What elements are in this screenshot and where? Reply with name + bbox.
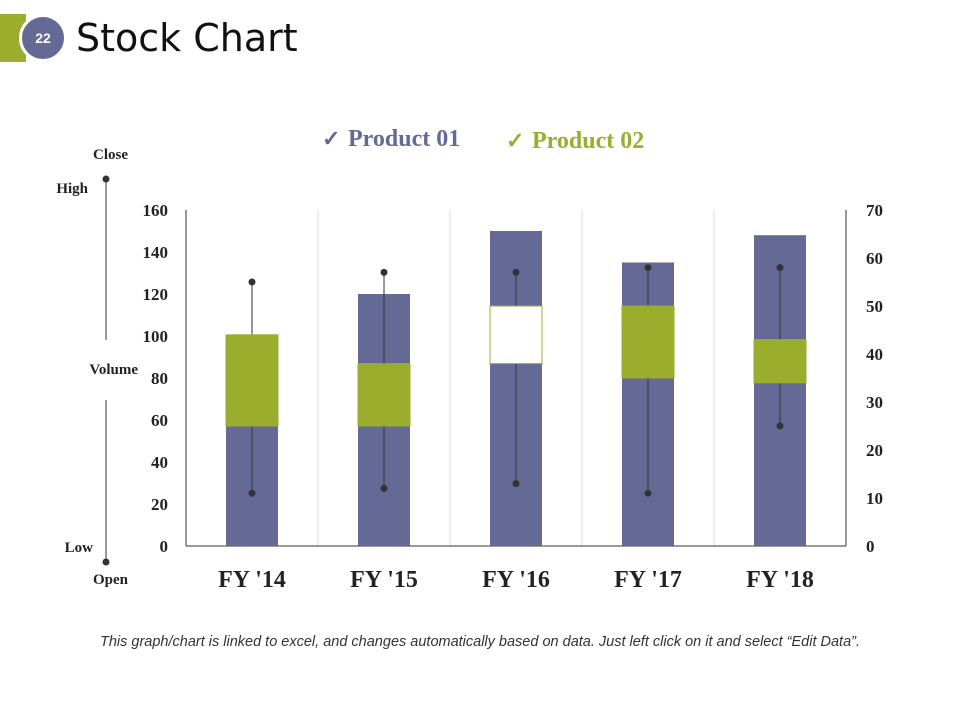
legend-product-02: Product 02 [532, 128, 644, 154]
x-axis-category-label: FY '16 [482, 567, 550, 593]
stock-chart: ✓ Product 01 ✓ Product 02 Close High Vol… [56, 126, 884, 593]
left-axis-tick-label: 20 [151, 495, 168, 514]
x-axis-category-label: FY '14 [218, 567, 286, 593]
low-marker [380, 484, 388, 492]
legend-product-01: Product 01 [348, 126, 460, 152]
high-marker [380, 268, 388, 276]
candle-up-box [357, 363, 411, 427]
legend-check-product-01: ✓ [322, 126, 340, 151]
left-axis-tick-label: 100 [143, 327, 169, 346]
low-marker [512, 480, 520, 488]
high-marker [644, 264, 652, 272]
side-legend-close: Close [93, 147, 128, 163]
right-axis-tick-label: 30 [866, 393, 883, 412]
plot-area: 0 20 40 60 80 100 120 140 160 0 10 20 30 40 50 60 70 FY '… [143, 201, 884, 593]
candle-up-box [621, 305, 675, 379]
left-axis-tick-label: 60 [151, 411, 168, 430]
candle-up-box [225, 334, 279, 427]
footnote: This graph/chart is linked to excel, and… [99, 634, 861, 650]
left-axis-tick-label: 120 [143, 285, 169, 304]
side-legend-low-dot [102, 558, 110, 566]
candle-up-box [753, 339, 807, 384]
right-axis-tick-label: 10 [866, 489, 883, 508]
left-axis-tick-label: 40 [151, 453, 168, 472]
x-axis-category-label: FY '15 [350, 567, 418, 593]
side-legend-open: Open [93, 572, 129, 588]
left-axis-tick-label: 80 [151, 369, 168, 388]
right-axis-tick-label: 0 [866, 537, 875, 556]
high-marker [512, 268, 520, 276]
low-marker [248, 489, 256, 497]
slide-number-badge: 22 [19, 14, 67, 62]
left-axis-tick-label: 0 [160, 537, 169, 556]
low-marker [644, 489, 652, 497]
right-axis-tick-label: 20 [866, 441, 883, 460]
left-axis-tick-label: 140 [143, 243, 169, 262]
side-legend-high: High [56, 181, 88, 197]
high-marker [776, 264, 784, 272]
high-marker [248, 278, 256, 286]
x-axis-category-label: FY '18 [746, 567, 814, 593]
slide-title: Stock Chart [76, 16, 298, 60]
low-marker [776, 422, 784, 430]
right-axis-tick-label: 60 [866, 249, 883, 268]
right-axis-tick-label: 40 [866, 345, 883, 364]
left-axis-tick-label: 160 [143, 201, 169, 220]
side-legend-low: Low [65, 540, 94, 556]
right-axis-tick-label: 50 [866, 297, 883, 316]
legend-check-product-02: ✓ [506, 128, 524, 153]
x-axis-category-label: FY '17 [614, 567, 682, 593]
side-legend-volume: Volume [89, 362, 138, 378]
right-axis-tick-label: 70 [866, 201, 883, 220]
candle-down-box [489, 305, 543, 365]
